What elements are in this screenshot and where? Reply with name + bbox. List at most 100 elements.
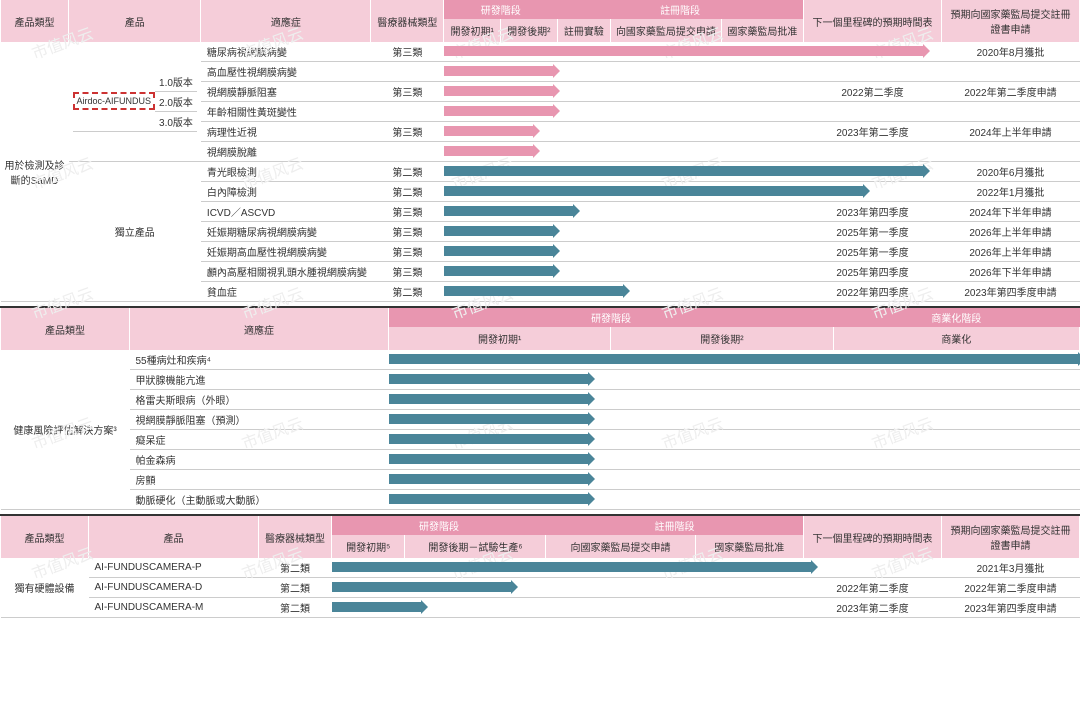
indication: 視網膜脫離 — [201, 142, 371, 162]
progress-bar — [389, 374, 589, 384]
group-comm: 商業化階段 — [833, 307, 1079, 327]
product-independent: 獨立產品 — [69, 162, 201, 302]
device-class: 第三類 — [371, 202, 444, 222]
indication: 妊娠期糖尿病視網膜病變 — [201, 222, 371, 242]
col-prodType: 產品類型 — [1, 515, 89, 558]
device-class: 第三類 — [371, 222, 444, 242]
progress-bar-cell — [332, 558, 804, 578]
progress-bar — [444, 246, 554, 256]
col-devLate: 開發後期－試驗生產⁶ — [405, 535, 546, 558]
product: AI-FUNDUSCAMERA-M — [89, 598, 259, 618]
indication: 房顫 — [130, 470, 389, 490]
progress-bar-cell — [444, 142, 804, 162]
indication: 青光眼檢測 — [201, 162, 371, 182]
progress-bar — [444, 146, 534, 156]
col-devClass: 醫療器械類型 — [371, 0, 444, 42]
indication: 癡呆症 — [130, 430, 389, 450]
col-expect: 預期向國家藥監局提交註冊證書申請 — [942, 0, 1080, 42]
device-class: 第三類 — [371, 122, 444, 142]
device-class: 第二類 — [259, 598, 332, 618]
progress-bar-cell — [444, 222, 804, 242]
col-product: 產品 — [69, 0, 201, 42]
progress-bar-cell — [389, 410, 1080, 430]
group-rd: 研發階段 — [444, 0, 557, 19]
device-class: 第三類 — [371, 262, 444, 282]
next-milestone — [804, 62, 942, 82]
progress-bar — [444, 206, 574, 216]
col-next: 下一個里程碑的預期時間表 — [804, 0, 942, 42]
pipeline-table-hardware: 產品類型產品醫療器械類型研發階段註冊階段下一個里程碑的預期時間表預期向國家藥監局… — [0, 514, 1080, 618]
progress-bar-cell — [389, 370, 1080, 390]
progress-bar-cell — [444, 242, 804, 262]
group-label: 健康風險評估解決方案³ — [1, 350, 130, 510]
progress-bar — [389, 454, 589, 464]
group-reg: 註冊階段 — [546, 515, 804, 535]
device-class: 第二類 — [259, 558, 332, 578]
airdoc-box: Airdoc-AIFUNDUS — [73, 92, 156, 110]
expected-filing: 2022年第二季度申請 — [942, 82, 1080, 102]
pipeline-table-samd: 產品類型產品適應症醫療器械類型研發階段註冊階段下一個里程碑的預期時間表預期向國家… — [0, 0, 1080, 302]
next-milestone: 2022年第四季度 — [804, 282, 942, 302]
progress-bar-cell — [332, 598, 804, 618]
indication: 貧血症 — [201, 282, 371, 302]
next-milestone: 2025年第一季度 — [804, 242, 942, 262]
progress-bar — [389, 434, 589, 444]
indication: 視網膜靜脈阻塞（預測） — [130, 410, 389, 430]
col-devLate: 開發後期² — [611, 327, 833, 350]
progress-bar — [444, 86, 554, 96]
indication: 55種病灶和疾病⁴ — [130, 350, 389, 370]
next-milestone: 2025年第一季度 — [804, 222, 942, 242]
group-label: 獨有硬體設備 — [1, 558, 89, 618]
expected-filing: 2022年第二季度申請 — [942, 578, 1080, 598]
ver-2: 2.0版本 — [155, 91, 197, 111]
progress-bar — [389, 394, 589, 404]
expected-filing: 2023年第四季度申請 — [942, 282, 1080, 302]
indication: 顱內高壓相關視乳頭水腫視網膜病變 — [201, 262, 371, 282]
progress-bar-cell — [332, 578, 804, 598]
next-milestone: 2025年第四季度 — [804, 262, 942, 282]
progress-bar — [444, 66, 554, 76]
device-class: 第二類 — [371, 182, 444, 202]
progress-bar — [389, 494, 589, 504]
progress-bar-cell — [389, 470, 1080, 490]
indication: 糖尿病視網膜病變 — [201, 42, 371, 62]
progress-bar-cell — [444, 102, 804, 122]
device-class: 第二類 — [259, 578, 332, 598]
device-class: 第三類 — [371, 242, 444, 262]
expected-filing: 2022年1月獲批 — [942, 182, 1080, 202]
expected-filing: 2020年8月獲批 — [942, 42, 1080, 62]
col-approve: 國家藥監局批准 — [721, 19, 803, 42]
progress-bar-cell — [444, 122, 804, 142]
col-product: 產品 — [89, 515, 259, 558]
progress-bar — [444, 46, 924, 56]
progress-bar — [444, 286, 624, 296]
device-class: 第二類 — [371, 162, 444, 182]
product: AI-FUNDUSCAMERA-P — [89, 558, 259, 578]
progress-bar-cell — [444, 182, 804, 202]
progress-bar — [332, 602, 422, 612]
ver-3: 3.0版本 — [155, 111, 197, 131]
indication: ICVD／ASCVD — [201, 202, 371, 222]
progress-bar-cell — [389, 430, 1080, 450]
progress-bar-cell — [444, 82, 804, 102]
progress-bar — [332, 582, 512, 592]
progress-bar — [444, 266, 554, 276]
progress-bar — [444, 226, 554, 236]
col-indication: 適應症 — [130, 307, 389, 350]
product: AI-FUNDUSCAMERA-D — [89, 578, 259, 598]
expected-filing: 2024年下半年申請 — [942, 202, 1080, 222]
next-milestone: 2023年第四季度 — [804, 202, 942, 222]
device-class: 第三類 — [371, 42, 444, 62]
col-devEarly: 開發初期¹ — [389, 327, 611, 350]
next-milestone: 2022年第二季度 — [804, 578, 942, 598]
progress-bar-cell — [389, 350, 1080, 370]
group-rd: 研發階段 — [389, 307, 834, 327]
col-expect: 預期向國家藥監局提交註冊證書申請 — [942, 515, 1080, 558]
col-devEarly: 開發初期¹ — [444, 19, 501, 42]
col-prodType: 產品類型 — [1, 0, 69, 42]
progress-bar — [389, 474, 589, 484]
col-indication: 適應症 — [201, 0, 371, 42]
progress-bar-cell — [444, 162, 804, 182]
group-reg: 註冊階段 — [557, 0, 803, 19]
indication: 動脈硬化（主動脈或大動脈） — [130, 490, 389, 510]
